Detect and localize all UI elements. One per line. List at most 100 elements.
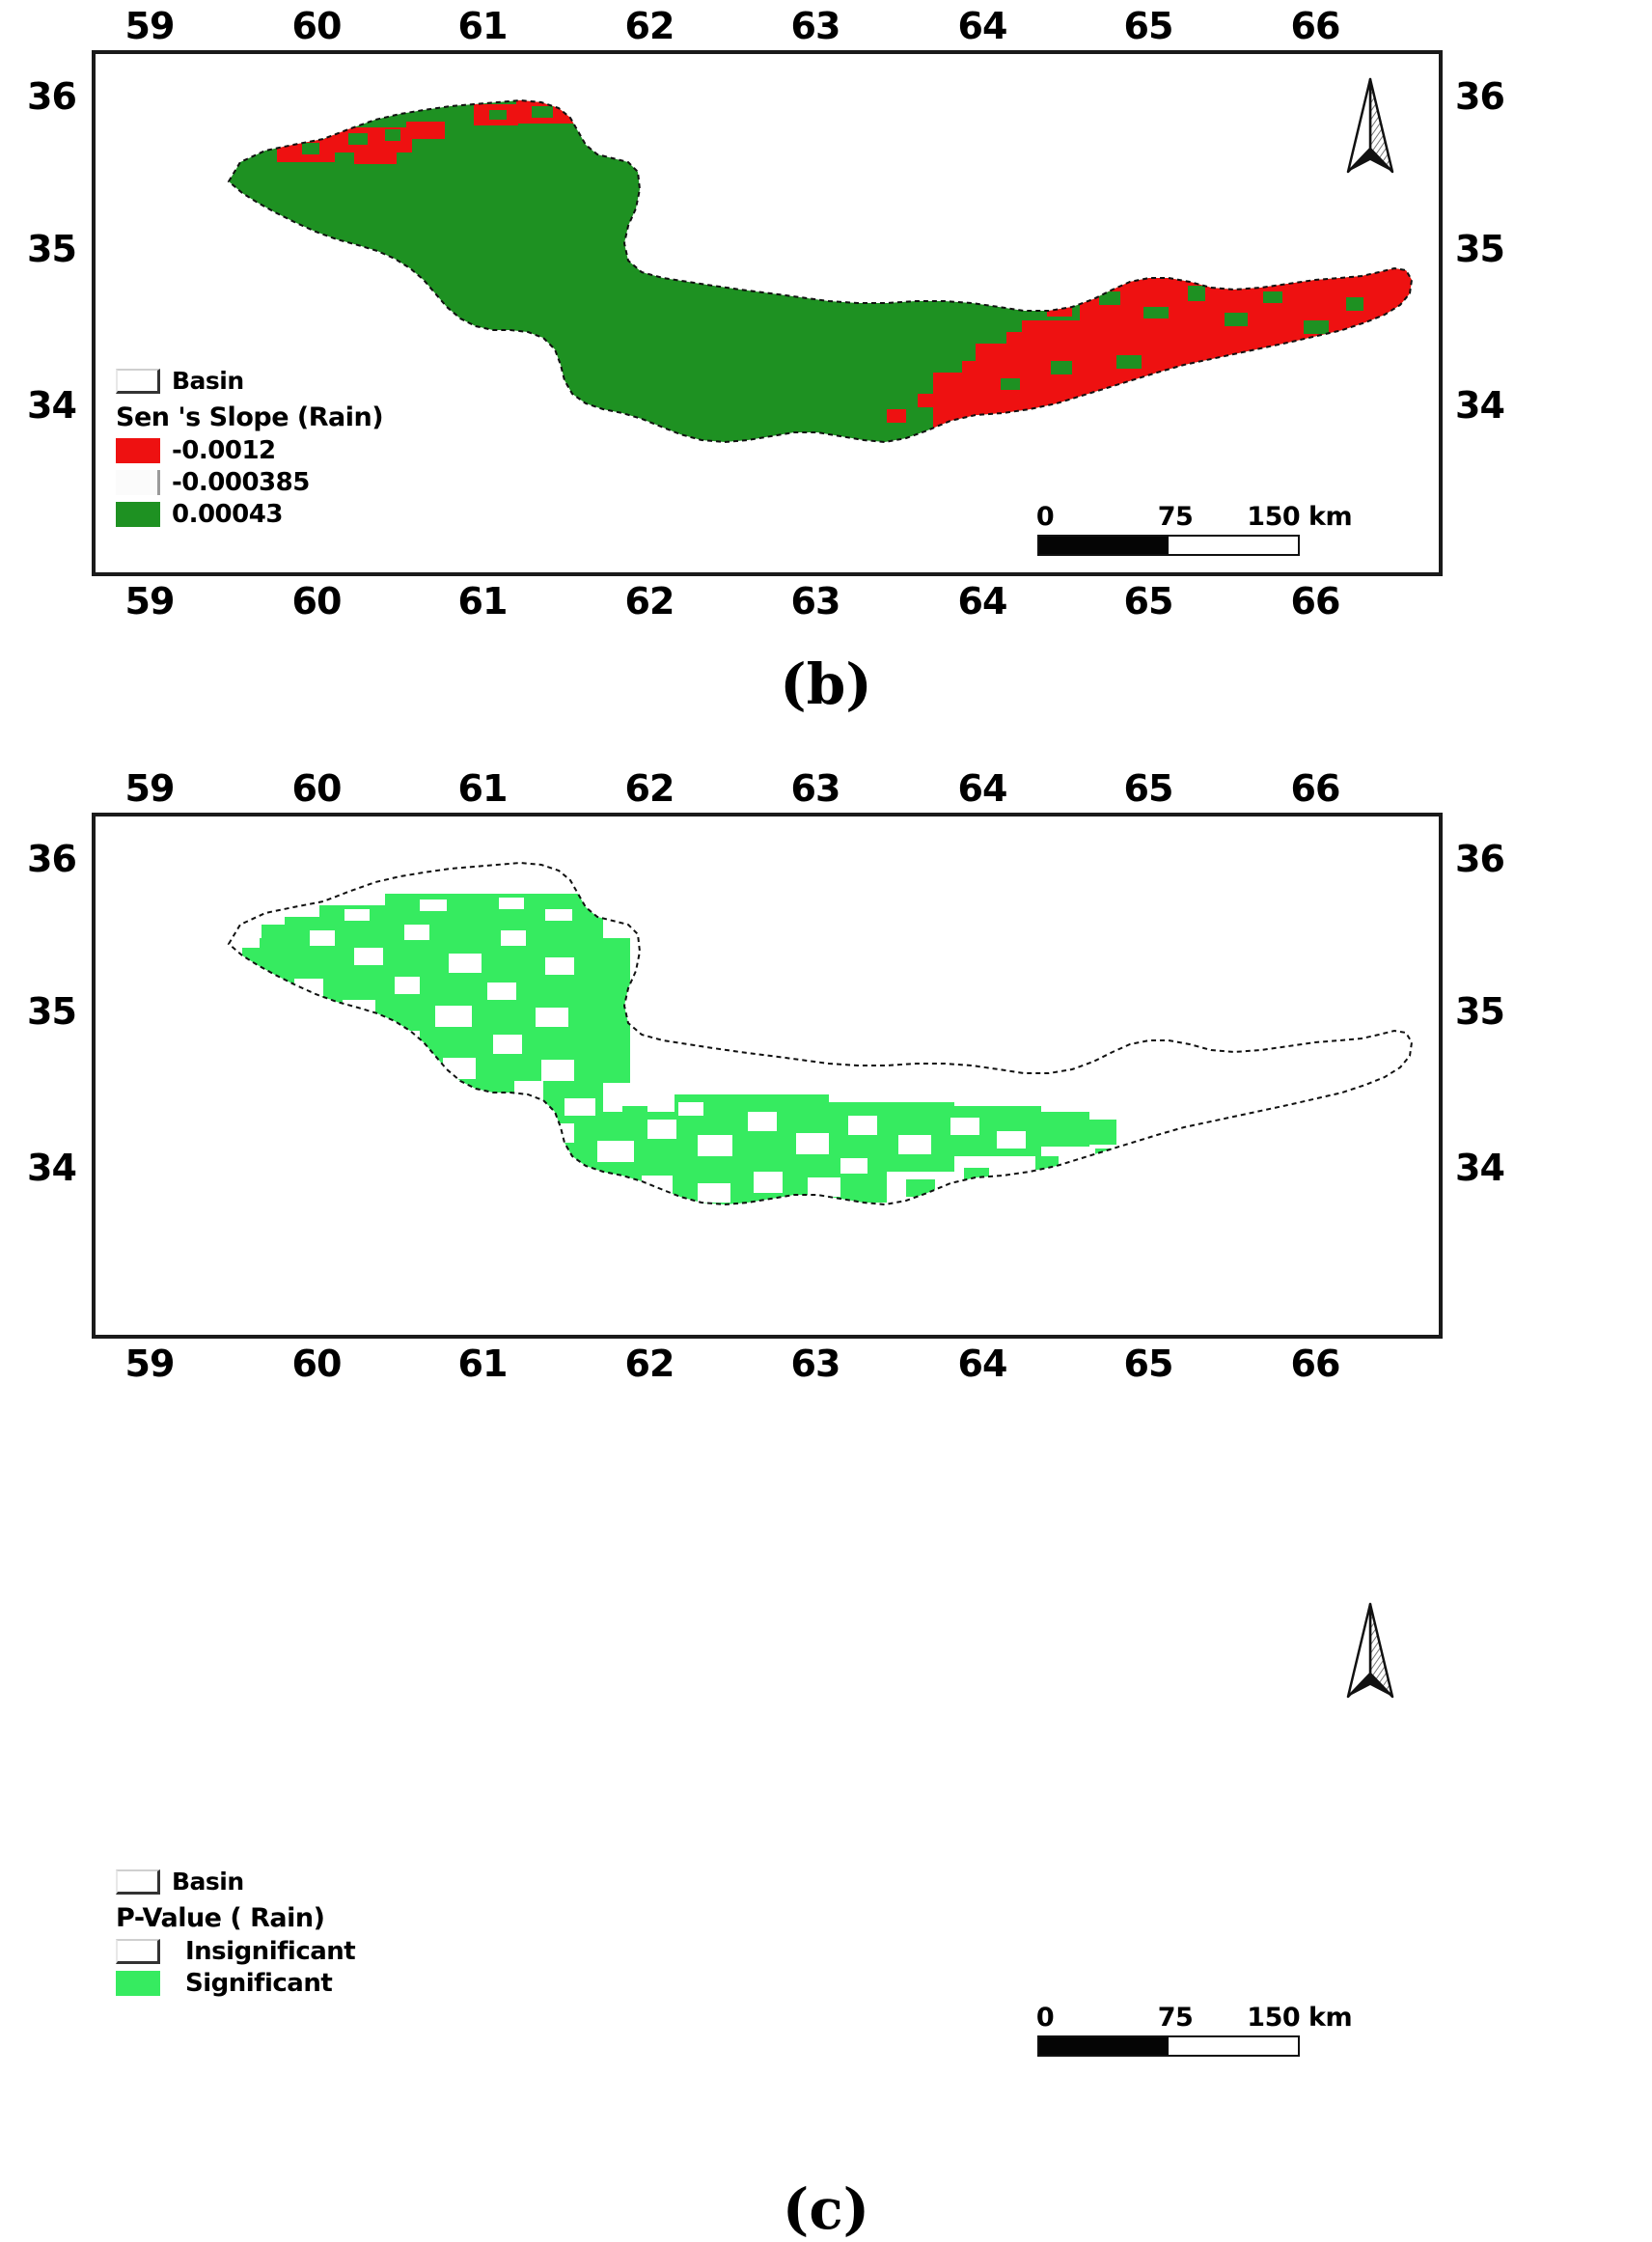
tick-top-60-c: 60	[291, 767, 343, 810]
panel-caption-c: (c)	[782, 2176, 870, 2242]
swatch-green-icon	[116, 502, 160, 527]
legend-title-c: P-Value ( Rain)	[116, 1903, 325, 1933]
tick-bottom-63-c: 63	[790, 1342, 841, 1385]
legend-b: Basin Sen 's Slope (Rain) -0.0012 -0.000…	[116, 367, 384, 532]
basin-map-c	[227, 861, 1414, 1206]
panel-b: 59 60 61 62 63 64 65 66 59 60 61 62 63 6…	[0, 0, 1652, 712]
tick-bottom-63-b: 63	[790, 580, 841, 623]
tick-bottom-65-c: 65	[1123, 1342, 1174, 1385]
tick-bottom-59-c: 59	[124, 1342, 176, 1385]
scalebar-numbers-c: 0 75 150 km	[1035, 2003, 1353, 2035]
scale-num-0-b: 0	[1035, 502, 1055, 532]
legend-c: Basin P-Value ( Rain) Insignificant Sign…	[116, 1868, 356, 2001]
legend-label-basin-c: Basin	[172, 1868, 244, 1896]
legend-label-insignificant-c: Insignificant	[185, 1937, 356, 1966]
map-frame-c[interactable]	[92, 813, 1443, 1339]
legend-row-neg-large-b: -0.0012	[116, 436, 383, 465]
basin-map-b	[227, 98, 1414, 444]
tick-top-61-c: 61	[457, 767, 509, 810]
legend-label-neg-large-b: -0.0012	[172, 436, 276, 465]
scalebar-c: 0 75 150 km	[1035, 2003, 1353, 2057]
swatch-insignificant-icon	[116, 1939, 160, 1964]
tick-top-59-c: 59	[124, 767, 176, 810]
tick-top-66-b: 66	[1290, 5, 1341, 47]
basin-swatch-icon	[116, 1868, 160, 1895]
tick-top-62-b: 62	[624, 5, 675, 47]
tick-top-65-b: 65	[1123, 5, 1174, 47]
tick-top-64-c: 64	[957, 767, 1008, 810]
tick-left-35-c: 35	[27, 990, 77, 1033]
tick-top-66-c: 66	[1290, 767, 1341, 810]
map-canvas-c	[96, 817, 1439, 1335]
panel-caption-b: (b)	[780, 651, 872, 717]
legend-row-insignificant-c: Insignificant	[116, 1937, 356, 1966]
tick-top-62-c: 62	[624, 767, 675, 810]
swatch-significant-icon	[116, 1971, 160, 1996]
tick-top-61-b: 61	[457, 5, 509, 47]
tick-bottom-59-b: 59	[124, 580, 176, 623]
tick-bottom-60-b: 60	[291, 580, 343, 623]
tick-left-34-b: 34	[27, 384, 77, 427]
tick-right-36-c: 36	[1455, 838, 1505, 880]
tick-left-36-b: 36	[27, 75, 77, 118]
tick-left-36-c: 36	[27, 838, 77, 880]
north-arrow-glyph-b	[1346, 77, 1394, 174]
scalebar-b: 0 75 150 km	[1035, 502, 1353, 556]
scalebar-numbers-b: 0 75 150 km	[1035, 502, 1353, 535]
tick-bottom-66-c: 66	[1290, 1342, 1341, 1385]
swatch-red-icon	[116, 438, 160, 463]
tick-bottom-66-b: 66	[1290, 580, 1341, 623]
legend-row-pos-b: 0.00043	[116, 500, 383, 529]
tick-top-64-b: 64	[957, 5, 1008, 47]
tick-top-59-b: 59	[124, 5, 176, 47]
scale-num-150-b: 150 km	[1247, 502, 1353, 532]
panel-c: 59 60 61 62 63 64 65 66 59 60 61 62 63 6…	[0, 762, 1652, 2237]
tick-top-65-c: 65	[1123, 767, 1174, 810]
tick-right-35-c: 35	[1455, 990, 1505, 1033]
tick-left-35-b: 35	[27, 228, 77, 270]
legend-label-pos-b: 0.00043	[172, 500, 283, 529]
legend-label-significant-c: Significant	[185, 1969, 333, 1998]
scale-num-75-b: 75	[1157, 502, 1194, 532]
legend-row-significant-c: Significant	[116, 1969, 355, 1998]
tick-bottom-64-c: 64	[957, 1342, 1008, 1385]
legend-title-b: Sen 's Slope (Rain)	[116, 402, 384, 432]
tick-right-34-b: 34	[1455, 384, 1505, 427]
scale-num-75-c: 75	[1157, 2003, 1194, 2033]
scalebar-graphic-b	[1037, 535, 1300, 556]
tick-bottom-62-b: 62	[624, 580, 675, 623]
legend-label-neg-small-b: -0.000385	[172, 468, 310, 497]
scalebar-segment-filled-c	[1039, 2037, 1169, 2055]
tick-bottom-62-c: 62	[624, 1342, 675, 1385]
tick-left-34-c: 34	[27, 1147, 77, 1189]
tick-right-35-b: 35	[1455, 228, 1505, 270]
swatch-white-icon	[116, 470, 160, 495]
tick-bottom-65-b: 65	[1123, 580, 1174, 623]
scalebar-segment-filled-b	[1039, 537, 1169, 554]
scale-num-0-c: 0	[1035, 2003, 1055, 2033]
tick-right-34-c: 34	[1455, 1147, 1505, 1189]
map-frame-b[interactable]	[92, 50, 1443, 576]
scalebar-segment-empty-b	[1169, 537, 1298, 554]
tick-top-63-c: 63	[790, 767, 841, 810]
tick-bottom-61-b: 61	[457, 580, 509, 623]
legend-label-basin-b: Basin	[172, 367, 244, 395]
legend-row-neg-small-b: -0.000385	[116, 468, 383, 497]
scalebar-graphic-c	[1037, 2035, 1300, 2057]
scalebar-segment-empty-c	[1169, 2037, 1298, 2055]
map-canvas-b	[96, 54, 1439, 572]
tick-bottom-64-b: 64	[957, 580, 1008, 623]
north-arrow-icon	[1336, 75, 1404, 181]
tick-top-63-b: 63	[790, 5, 841, 47]
scale-num-150-c: 150 km	[1247, 2003, 1353, 2033]
basin-swatch-icon	[116, 368, 160, 394]
legend-row-basin-b: Basin	[116, 367, 383, 395]
tick-top-60-b: 60	[291, 5, 343, 47]
tick-right-36-b: 36	[1455, 75, 1505, 118]
legend-row-basin-c: Basin	[116, 1868, 355, 1896]
tick-bottom-61-c: 61	[457, 1342, 509, 1385]
tick-bottom-60-c: 60	[291, 1342, 343, 1385]
north-arrow-icon	[1336, 1600, 1404, 1706]
north-arrow-glyph-c	[1346, 1602, 1394, 1699]
